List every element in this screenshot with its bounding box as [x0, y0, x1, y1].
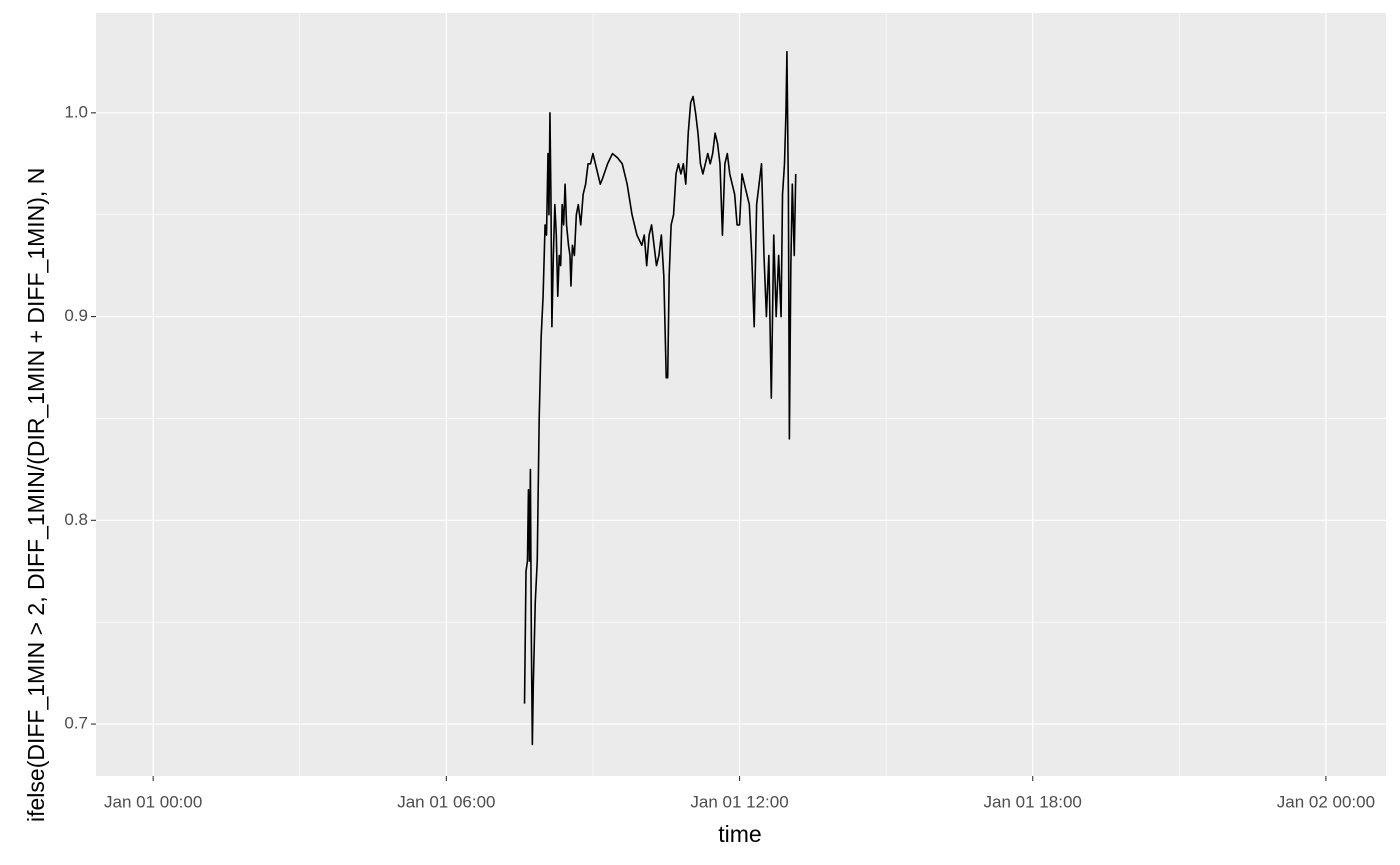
- x-tick-label: Jan 02 00:00: [1277, 792, 1375, 811]
- x-axis-title: time: [718, 821, 761, 847]
- plot-panel: [96, 13, 1386, 776]
- y-tick-label: 0.9: [64, 306, 88, 325]
- y-axis-title: ifelse(DIFF_1MIN > 2, DIFF_1MIN/(DIR_1MI…: [23, 168, 49, 822]
- data-line: [523, 50, 797, 746]
- x-tick-label: Jan 01 18:00: [984, 792, 1082, 811]
- y-tick-label: 0.8: [64, 510, 88, 529]
- x-tick-label: Jan 01 00:00: [104, 792, 202, 811]
- y-tick-label: 1.0: [64, 102, 88, 121]
- x-tick-label: Jan 01 12:00: [690, 792, 788, 811]
- y-tick-label: 0.7: [64, 714, 88, 733]
- x-tick-label: Jan 01 06:00: [397, 792, 495, 811]
